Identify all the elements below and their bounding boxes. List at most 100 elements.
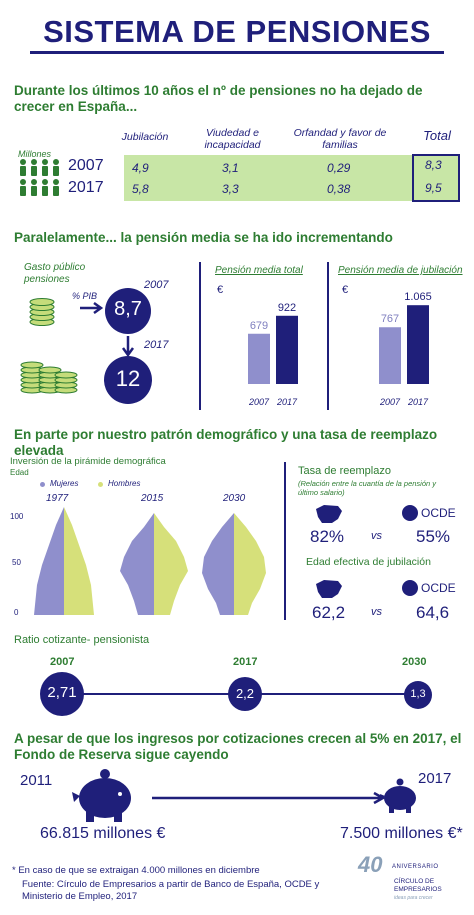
ratio-2007-circle	[40, 672, 84, 716]
footer-note: * En caso de que se extraigan 4.000 mill…	[12, 865, 260, 876]
fondo-value-end: 7.500 millones €*	[340, 825, 463, 842]
bar-value-label: 767	[381, 313, 399, 325]
gasto-2007-value: 8,7	[114, 298, 142, 320]
edad-label: Edad	[10, 468, 29, 477]
gasto-2007-circle	[105, 288, 151, 334]
coins-stack-icon	[20, 361, 78, 394]
vs-label-2: vs	[371, 606, 382, 618]
section2-heading: Paralelamente... la pensión media se ha …	[14, 230, 393, 245]
fondo-year-end: 2017	[418, 770, 452, 787]
fondo-year-start: 2011	[20, 772, 53, 789]
logo-tagline: ideas para crecer	[394, 895, 433, 901]
col-jubilacion: Jubilación	[121, 131, 169, 143]
arrow-down-icon	[121, 336, 135, 358]
divider-left	[199, 262, 201, 410]
ocde-label-2: OCDE	[421, 581, 456, 595]
fondo-value-start: 66.815 millones €	[40, 825, 166, 842]
bar-category-label: 2007	[379, 397, 401, 407]
bar-2007	[248, 333, 270, 384]
legend-hombres-dot	[98, 482, 103, 487]
pyramid-title: Inversión de la pirámide demográfica	[10, 456, 166, 467]
logo-name: CÍRCULO DE EMPRESARIOS	[394, 878, 442, 893]
cell-2007-jubilacion: 4,9	[132, 161, 149, 175]
bar-2007	[379, 327, 401, 384]
legend-mujeres: Mujeres	[50, 479, 79, 488]
fondo-arrow	[152, 791, 386, 805]
logo-number: 40	[358, 852, 383, 877]
bar-category-label: 2007	[248, 397, 270, 407]
population-pyramids	[34, 507, 266, 615]
ratio-2030-value: 1,3	[410, 688, 426, 700]
cell-2007-total: 8,3	[425, 158, 442, 172]
gasto-year-2017: 2017	[144, 339, 169, 351]
col-orfandad: Orfandad y favor de familias	[293, 127, 387, 151]
age-tick-100: 100	[10, 512, 24, 521]
chart1-title: Pensión media total	[215, 265, 304, 276]
pib-label: % PIB	[72, 291, 98, 301]
gasto-2017-circle	[104, 356, 152, 404]
cell-2017-viudedad: 3,3	[222, 182, 239, 196]
chart2-currency: €	[342, 284, 348, 296]
divider-mid	[327, 262, 329, 410]
bar-value-label: 1.065	[404, 291, 432, 303]
ratio-year-2017: 2017	[233, 656, 258, 668]
bar-value-label: 679	[250, 320, 268, 332]
ratio-year-2007: 2007	[50, 656, 75, 668]
col-viudedad: Viudedad e incapacidad	[204, 127, 261, 151]
section3-heading: En parte por nuestro patrón demográfico …	[14, 427, 438, 458]
title-underline	[30, 51, 444, 54]
people-icon	[20, 159, 59, 196]
chart-pension-media-jubilacion: Pensión media de jubilación € 767 2007 1.0…	[338, 265, 463, 407]
tasa-ocde-value: 55%	[416, 527, 451, 546]
ocde-logo-icon-2	[402, 580, 418, 596]
bar-2017	[407, 305, 429, 384]
gasto-label: Gasto público pensiones	[24, 262, 86, 285]
gasto-2017-value: 12	[115, 366, 141, 391]
bar-value-label: 922	[278, 302, 296, 314]
coins-icon	[29, 298, 55, 326]
cell-2017-orfandad: 0,38	[327, 182, 351, 196]
cell-2017-total: 9,5	[425, 181, 442, 195]
chart2-title: Pensión media de jubilación	[338, 265, 463, 276]
age-tick-0: 0	[14, 608, 19, 617]
col-total: Total	[423, 128, 451, 143]
ratio-2007-value: 2,71	[47, 684, 77, 701]
page-title: SISTEMA DE PENSIONES	[43, 14, 431, 49]
pyramid-year-2030: 2030	[223, 493, 246, 504]
ratio-heading: Ratio cotizante- pensionista	[14, 634, 150, 646]
section4-heading: A pesar de que los ingresos por cotizaci…	[14, 731, 462, 762]
piggy-bank-large-icon	[72, 769, 131, 822]
age-tick-50: 50	[12, 558, 21, 567]
arrow-right-icon	[80, 301, 104, 315]
tasa-title: Tasa de reemplazo	[298, 465, 391, 477]
ocde-label-1: OCDE	[421, 506, 456, 520]
pyramid-year-1977: 1977	[46, 493, 69, 504]
gasto-year-2007: 2007	[144, 279, 169, 291]
bar-category-label: 2017	[276, 397, 298, 407]
ocde-logo-icon	[402, 505, 418, 521]
chart-pension-media-total: Pensión media total € 679 2007 922 2017	[215, 265, 304, 407]
edad-title: Edad efectiva de jubilación	[306, 556, 431, 568]
cell-2007-viudedad: 3,1	[222, 161, 239, 175]
row-year-2007: 2007	[68, 157, 104, 174]
edad-es-value: 62,2	[312, 603, 346, 622]
chart1-currency: €	[217, 284, 223, 296]
spain-map-icon	[316, 505, 342, 523]
ratio-year-2030: 2030	[402, 656, 427, 668]
table-highlight	[124, 155, 412, 201]
tasa-subtitle: (Relación entre la cuantía de la pensión…	[298, 479, 437, 497]
ratio-2017-value: 2,2	[235, 686, 255, 701]
bar-category-label: 2017	[407, 397, 429, 407]
tasa-es-value: 82%	[310, 527, 345, 546]
vs-label-1: vs	[371, 530, 382, 542]
cell-2017-jubilacion: 5,8	[132, 182, 149, 196]
section1-heading: Durante los últimos 10 años el nº de pen…	[14, 83, 423, 114]
cell-2007-orfandad: 0,29	[327, 161, 351, 175]
edad-ocde-value: 64,6	[416, 603, 450, 622]
footer-source: Fuente: Círculo de Empresarios a partir …	[22, 879, 320, 902]
pyramid-year-2015: 2015	[141, 493, 164, 504]
divider-section3	[284, 462, 286, 620]
legend-mujeres-dot	[40, 482, 45, 487]
row-year-2017: 2017	[68, 179, 104, 196]
logo-aniversario: ANIVERSARIO	[392, 864, 439, 870]
